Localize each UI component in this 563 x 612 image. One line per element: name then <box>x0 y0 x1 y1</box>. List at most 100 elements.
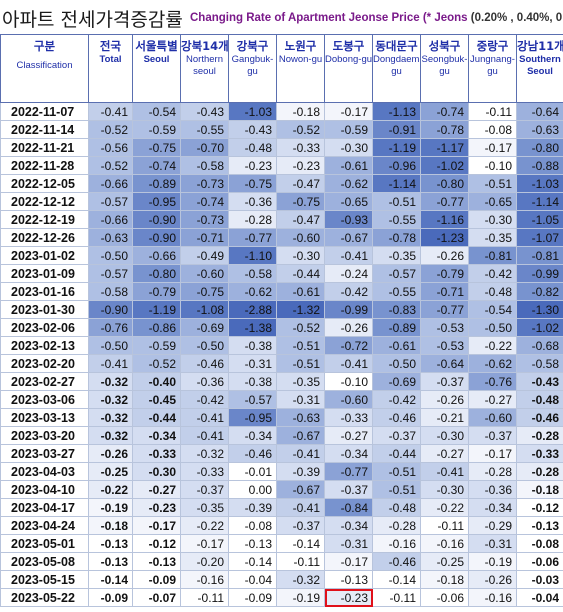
value-cell: -0.23 <box>228 156 277 175</box>
value-cell: -0.16 <box>372 534 421 553</box>
value-cell: -0.13 <box>228 534 277 553</box>
column-header-english: Nowon-gu <box>278 54 323 65</box>
value-cell: -0.78 <box>372 228 421 247</box>
value-cell: -0.95 <box>132 192 181 211</box>
value-cell: -0.26 <box>324 318 373 337</box>
title-note-prefix: (* Jeons <box>422 12 468 24</box>
value-cell: -0.35 <box>468 228 517 247</box>
column-header-3: 강북14개 Northern seoul <box>180 34 229 103</box>
value-cell: -0.31 <box>468 534 517 553</box>
value-cell: -0.68 <box>516 336 563 355</box>
value-cell: -0.61 <box>324 156 373 175</box>
value-cell: -0.22 <box>180 516 229 535</box>
row-date: 2022-11-21 <box>0 138 89 157</box>
value-cell: -0.10 <box>468 156 517 175</box>
value-cell: -0.13 <box>88 552 133 571</box>
column-header-4: 강북구 Gangbuk-gu <box>228 34 277 103</box>
value-cell: -0.31 <box>228 354 277 373</box>
value-cell: -0.67 <box>324 228 373 247</box>
value-cell: -0.73 <box>180 210 229 229</box>
value-cell: -0.57 <box>228 390 277 409</box>
row-date: 2023-02-27 <box>0 372 89 391</box>
value-cell: -0.28 <box>516 462 563 481</box>
value-cell: -0.35 <box>372 246 421 265</box>
value-cell: -0.22 <box>468 336 517 355</box>
value-cell: -0.71 <box>420 282 469 301</box>
value-cell: -0.76 <box>468 372 517 391</box>
value-cell: -0.26 <box>420 390 469 409</box>
value-cell: -0.27 <box>324 426 373 445</box>
value-cell: -0.33 <box>324 408 373 427</box>
value-cell: -0.74 <box>132 156 181 175</box>
value-cell: -0.41 <box>324 246 373 265</box>
row-date: 2022-11-07 <box>0 102 89 121</box>
column-header-9: 중랑구 Jungnang-gu <box>468 34 517 103</box>
value-cell: -0.35 <box>276 372 325 391</box>
title-bar: 아파트 전세가격증감률 Changing Rate of Apartment J… <box>0 0 563 34</box>
value-cell: -0.56 <box>88 138 133 157</box>
value-cell: -1.19 <box>372 138 421 157</box>
value-cell: -0.64 <box>420 354 469 373</box>
value-cell: -0.22 <box>420 498 469 517</box>
value-cell: -0.30 <box>132 462 181 481</box>
value-cell: -0.28 <box>516 426 563 445</box>
value-cell: -0.75 <box>180 282 229 301</box>
value-cell: -0.74 <box>180 192 229 211</box>
value-cell: -0.38 <box>228 372 277 391</box>
value-cell: -0.74 <box>420 102 469 121</box>
value-cell: -0.43 <box>516 372 563 391</box>
table-row: 2022-12-05 -0.66 -0.89 -0.73 -0.75 -0.47 -0.62… <box>0 174 563 193</box>
value-cell: -0.26 <box>88 444 133 463</box>
value-cell: -0.54 <box>132 102 181 121</box>
value-cell: -0.46 <box>180 354 229 373</box>
value-cell: -0.89 <box>372 318 421 337</box>
table-row: 2022-12-19 -0.66 -0.90 -0.73 -0.28 -0.47 -0.93… <box>0 210 563 229</box>
value-cell: -0.34 <box>132 426 181 445</box>
value-cell: -0.27 <box>468 390 517 409</box>
value-cell: -0.77 <box>228 228 277 247</box>
column-header-8: 성북구 Seongbuk-gu <box>420 34 469 103</box>
row-date: 2023-01-09 <box>0 264 89 283</box>
value-cell: -0.91 <box>372 120 421 139</box>
value-cell: -0.32 <box>88 408 133 427</box>
row-date: 2022-12-12 <box>0 192 89 211</box>
table-row: 2023-03-27 -0.26 -0.33 -0.32 -0.46 -0.41 -0.34… <box>0 444 563 463</box>
value-cell: -0.41 <box>180 426 229 445</box>
value-cell: -0.34 <box>324 516 373 535</box>
value-cell: -0.21 <box>420 408 469 427</box>
value-cell: -0.25 <box>420 552 469 571</box>
value-cell: -0.66 <box>88 210 133 229</box>
value-cell: -0.49 <box>180 246 229 265</box>
value-cell: -1.03 <box>516 174 563 193</box>
value-cell: -0.12 <box>516 498 563 517</box>
value-cell: -0.42 <box>372 390 421 409</box>
value-cell: -1.23 <box>420 228 469 247</box>
table-row: 2023-02-27 -0.32 -0.40 -0.36 -0.38 -0.35 -0.10… <box>0 372 563 391</box>
row-date: 2023-02-20 <box>0 354 89 373</box>
value-cell: -0.58 <box>88 282 133 301</box>
value-cell: -0.31 <box>324 534 373 553</box>
value-cell: -0.51 <box>372 192 421 211</box>
value-cell: -0.23 <box>276 156 325 175</box>
value-cell: -0.01 <box>228 462 277 481</box>
value-cell: -0.34 <box>468 498 517 517</box>
value-cell: -0.17 <box>468 444 517 463</box>
value-cell: -0.36 <box>228 192 277 211</box>
value-cell: -0.37 <box>180 480 229 499</box>
row-date: 2023-04-10 <box>0 480 89 499</box>
table-row: 2023-01-02 -0.50 -0.66 -0.49 -1.10 -0.30 -0.41… <box>0 246 563 265</box>
value-cell: -0.42 <box>324 282 373 301</box>
value-cell: -0.55 <box>372 282 421 301</box>
value-cell: -0.10 <box>324 372 373 391</box>
value-cell: -0.17 <box>468 138 517 157</box>
value-cell: -0.50 <box>88 336 133 355</box>
column-header-7: 동대문구Dongdaemun-gu <box>372 34 421 103</box>
table-row: 2022-12-12 -0.57 -0.95 -0.74 -0.36 -0.75 -0.65… <box>0 192 563 211</box>
title-english-line: Changing Rate of Apartment Jeonse Price … <box>190 12 563 24</box>
value-cell: -0.90 <box>88 300 133 319</box>
value-cell: -0.81 <box>516 246 563 265</box>
value-cell: -0.28 <box>468 462 517 481</box>
value-cell: -0.33 <box>180 462 229 481</box>
value-cell: -0.39 <box>228 498 277 517</box>
value-cell: -0.61 <box>372 336 421 355</box>
